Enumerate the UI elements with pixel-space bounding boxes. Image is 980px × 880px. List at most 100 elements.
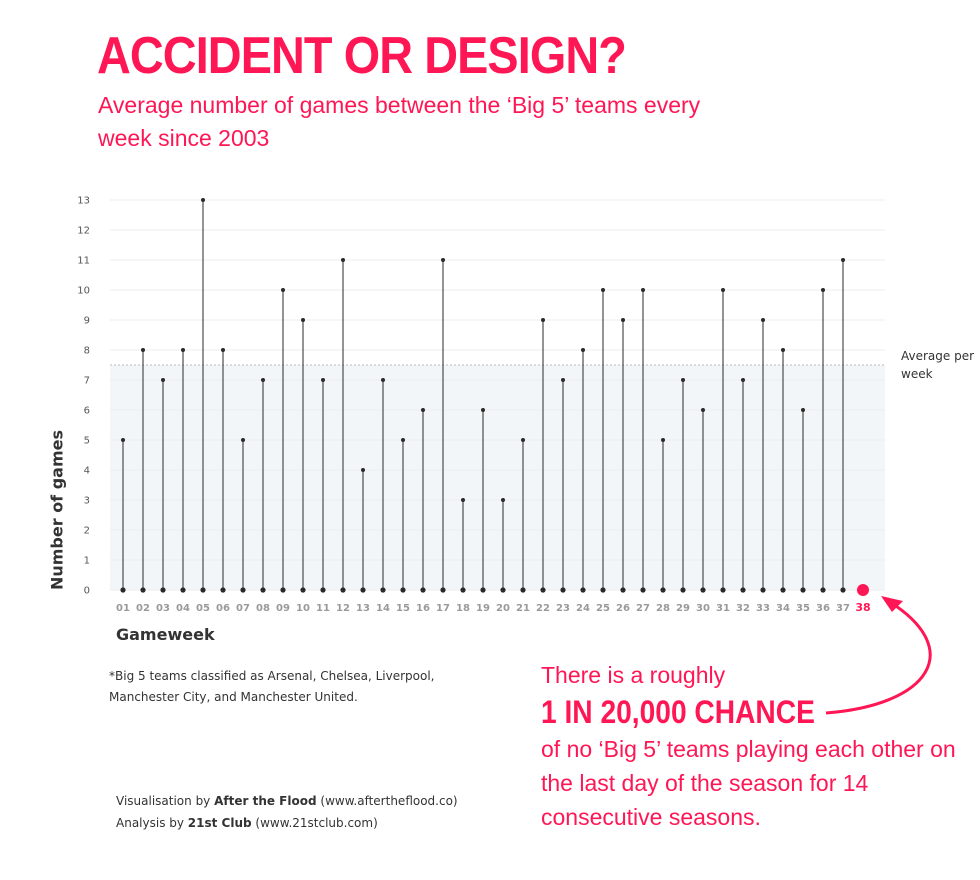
credit-prefix: Analysis by — [116, 816, 188, 830]
base-point — [440, 587, 446, 593]
chart-title: ACCIDENT OR DESIGN? — [97, 27, 627, 85]
x-tick-label: 38 — [855, 601, 870, 614]
value-point — [221, 348, 225, 352]
average-label: Average per week — [901, 349, 975, 381]
value-point — [761, 318, 765, 322]
x-tick-label: 09 — [276, 603, 290, 614]
base-point — [540, 587, 546, 593]
value-point — [561, 378, 565, 382]
value-point — [661, 438, 665, 442]
x-tick-label: 05 — [196, 603, 210, 614]
gridlines — [110, 199, 885, 591]
value-point — [361, 468, 365, 472]
value-point — [801, 408, 805, 412]
base-point — [580, 587, 586, 593]
y-tick-label: 9 — [84, 316, 90, 327]
base-point — [160, 587, 166, 593]
y-tick-label: 13 — [77, 196, 90, 207]
base-point — [700, 587, 706, 593]
base-point — [740, 587, 746, 593]
x-tick-label: 30 — [696, 603, 710, 614]
x-tick-label: 11 — [316, 603, 330, 614]
y-tick-label: 7 — [84, 376, 90, 387]
credit-url: (www.aftertheflood.co) — [316, 794, 458, 808]
base-point — [800, 587, 806, 593]
base-point — [820, 587, 826, 593]
value-point — [721, 288, 725, 292]
value-point — [581, 348, 585, 352]
x-axis-ticks: 01 02 03 04 05 06 07 08 09 10 11 12 13 14 15 16 17 18 19 20… — [116, 601, 871, 614]
x-tick-label: 22 — [536, 603, 550, 614]
base-point — [260, 587, 266, 593]
value-point — [201, 198, 205, 202]
base-point — [760, 587, 766, 593]
x-tick-label: 06 — [216, 603, 230, 614]
x-tick-label: 34 — [776, 603, 790, 614]
value-point — [341, 258, 345, 262]
base-point — [620, 587, 626, 593]
x-tick-label: 20 — [496, 603, 510, 614]
y-tick-label: 3 — [84, 496, 90, 507]
credit-url: (www.21stclub.com) — [251, 816, 378, 830]
arrow-head-icon — [881, 596, 903, 612]
callout-arrow — [825, 600, 932, 715]
x-tick-label: 02 — [136, 603, 150, 614]
x-tick-label: 10 — [296, 603, 310, 614]
value-point — [461, 498, 465, 502]
stems — [120, 198, 869, 596]
value-point — [321, 378, 325, 382]
base-point — [400, 587, 406, 593]
y-tick-label: 2 — [84, 526, 90, 537]
x-tick-label: 37 — [836, 603, 850, 614]
value-point — [381, 378, 385, 382]
x-tick-label: 31 — [716, 603, 730, 614]
y-tick-label: 11 — [77, 256, 90, 267]
base-point — [220, 587, 226, 593]
base-point — [500, 587, 506, 593]
base-point — [640, 587, 646, 593]
base-point — [280, 587, 286, 593]
value-point — [541, 318, 545, 322]
base-point — [420, 587, 426, 593]
base-point — [840, 587, 846, 593]
x-tick-label: 33 — [756, 603, 770, 614]
value-point — [481, 408, 485, 412]
value-point — [641, 288, 645, 292]
x-tick-label: 04 — [176, 603, 190, 614]
callout-headline: 1 IN 20,000 CHANCE — [541, 694, 815, 730]
base-point — [560, 587, 566, 593]
y-tick-label: 10 — [77, 286, 90, 297]
value-point — [701, 408, 705, 412]
value-point — [521, 438, 525, 442]
x-tick-label: 21 — [516, 603, 530, 614]
x-tick-label: 26 — [616, 603, 630, 614]
base-point — [360, 587, 366, 593]
base-point — [480, 587, 486, 593]
footnote: *Big 5 teams classified as Arsenal, Chel… — [109, 669, 435, 704]
base-point — [720, 587, 726, 593]
value-point — [301, 318, 305, 322]
highlight-point — [857, 584, 869, 596]
x-tick-label: 28 — [656, 603, 670, 614]
x-tick-label: 08 — [256, 603, 270, 614]
y-tick-label: 1 — [84, 556, 90, 567]
credit-prefix: Visualisation by — [116, 794, 215, 808]
credit-name: 21st Club — [187, 816, 252, 830]
value-point — [821, 288, 825, 292]
chart-subtitle: Average number of games between the ‘Big… — [98, 92, 701, 151]
value-point — [781, 348, 785, 352]
x-tick-label: 36 — [816, 603, 830, 614]
x-tick-label: 07 — [236, 603, 250, 614]
value-point — [241, 438, 245, 442]
x-tick-label: 03 — [156, 603, 170, 614]
x-tick-label: 18 — [456, 603, 470, 614]
x-tick-label: 14 — [376, 603, 390, 614]
value-point — [841, 258, 845, 262]
callout-body: of no ‘Big 5’ teams playing each other o… — [541, 736, 956, 830]
callout-intro: There is a roughly — [541, 662, 726, 688]
x-tick-label: 16 — [416, 603, 430, 614]
x-tick-label: 19 — [476, 603, 490, 614]
x-tick-label: 29 — [676, 603, 690, 614]
